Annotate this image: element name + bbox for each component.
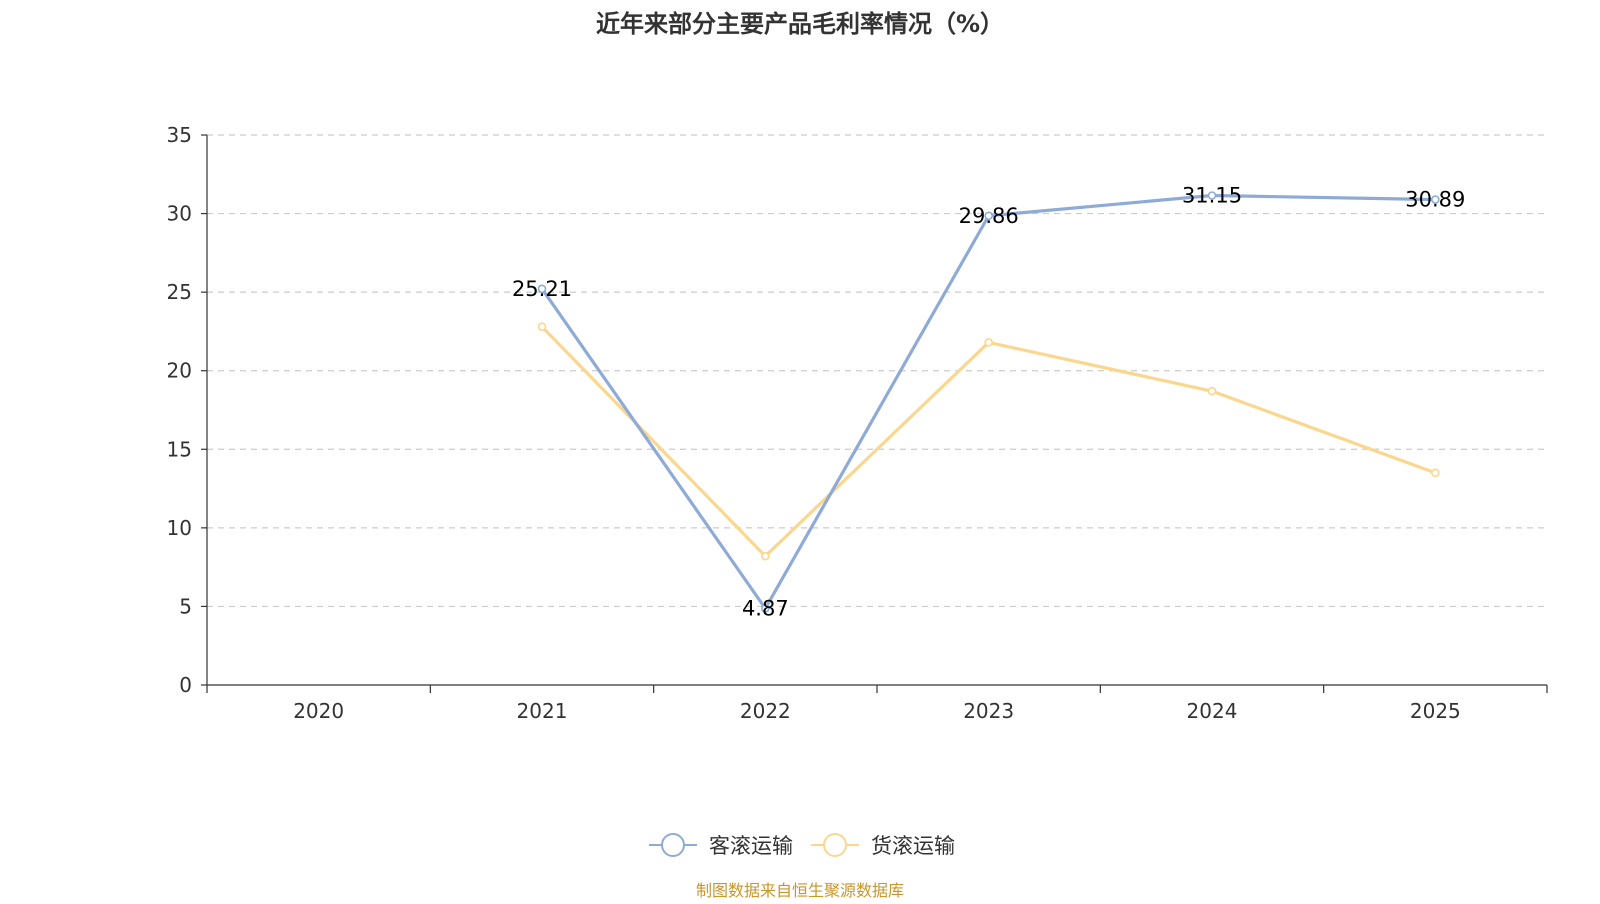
legend-label: 客滚运输 [709,834,793,858]
grid-lines [207,134,1547,608]
legend-item-2[interactable]: 货滚运输 [811,833,955,858]
data-label: 29.86 [959,204,1019,228]
y-tick-label: 0 [179,673,192,697]
legend-item-1[interactable]: 客滚运输 [649,833,793,858]
y-tick-label: 20 [167,359,192,383]
data-point[interactable] [761,551,770,561]
legend[interactable]: 客滚运输 货滚运输 [649,833,955,858]
chart-title: 近年来部分主要产品毛利率情况（%） [596,10,1004,38]
legend-circle-icon [661,833,685,857]
data-point[interactable] [1431,468,1440,478]
x-tick-label: 2021 [517,699,568,723]
data-label: 30.89 [1405,188,1465,212]
series-line-2 [540,325,1436,558]
y-tick-label: 30 [167,202,192,226]
x-tick-label: 2024 [1187,699,1238,723]
y-tick-label: 25 [167,280,192,304]
data-point[interactable] [761,604,770,613]
data-point[interactable] [984,338,993,347]
x-tick-label: 2025 [1410,699,1461,723]
y-tick-label: 15 [167,437,192,461]
source-note: 制图数据来自恒生聚源数据库 [696,881,904,900]
series-group [537,191,1440,613]
y-tick-label: 35 [167,123,192,147]
y-tick-label: 5 [179,594,192,618]
data-point[interactable] [1431,195,1440,204]
x-tick-label: 2020 [293,699,344,723]
y-tick-label: 10 [167,516,192,540]
data-point[interactable] [537,284,547,294]
data-point[interactable] [1207,386,1217,396]
data-label: 25.21 [512,277,572,301]
data-point[interactable] [537,322,547,332]
x-tick-label: 2022 [740,699,791,723]
legend-label: 货滚运输 [871,834,955,858]
data-label: 4.87 [742,596,789,620]
data-point[interactable] [984,211,993,221]
legend-circle-icon [823,833,847,857]
data-label: 31.15 [1182,184,1242,208]
data-labels: 25.21 4.87 29.86 31.15 30.89 [512,184,1465,621]
series-line-1 [540,193,1436,611]
x-tick-label: 2023 [963,699,1014,723]
data-point[interactable] [1207,191,1217,200]
